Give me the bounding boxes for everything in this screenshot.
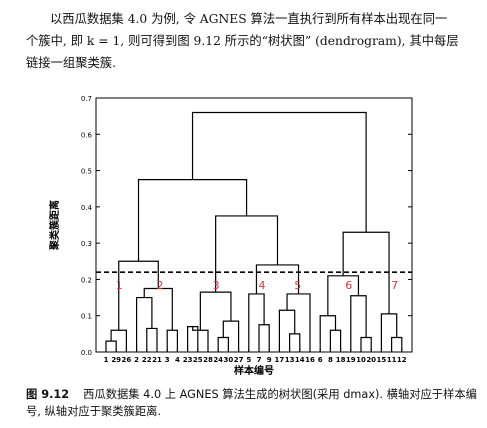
- dendrogram-link: [360, 336, 372, 352]
- leaf-label: 22: [142, 356, 152, 364]
- leaf-label: 9: [267, 356, 272, 364]
- y-tick-label: 0.2: [81, 276, 92, 284]
- leaf-label: 3: [165, 356, 170, 364]
- leaf-label: 2: [134, 356, 139, 364]
- leaf-label: 6: [318, 356, 323, 364]
- leaf-label: 11: [387, 356, 397, 364]
- y-tick-label: 0.0: [81, 349, 92, 357]
- cluster-number-label: 5: [294, 279, 301, 292]
- y-tick-label: 0.7: [81, 95, 92, 103]
- leaf-label: 17: [275, 356, 285, 364]
- cluster-number-label: 3: [213, 279, 220, 292]
- leaf-label: 29: [111, 356, 121, 364]
- cluster-labels: 1 2 3 4 5 6 7: [116, 279, 398, 292]
- leaf-label: 18: [336, 356, 346, 364]
- leaf-label: 15: [377, 356, 387, 364]
- dendrogram-tree: [105, 111, 403, 352]
- dendrogram-link: [329, 329, 342, 352]
- x-axis-leaf-labels: 1 29 26 2 22 21 3 4 23 25 28 24 30 27 5 7 9 17 13 14 16 6 8 18 1…: [104, 349, 407, 364]
- y-tick-label: 0.6: [81, 131, 93, 139]
- figure-number: 图 9.12: [26, 388, 70, 401]
- dendrogram-link: [289, 333, 301, 352]
- leaf-label: 27: [234, 356, 244, 364]
- x-axis-label: 样本编号: [234, 364, 274, 377]
- leaf-label: 7: [257, 356, 262, 364]
- leaf-label: 28: [203, 356, 213, 364]
- leaf-label: 26: [122, 356, 132, 364]
- y-axis-label: 聚类簇距离: [48, 200, 61, 251]
- dendrogram-link: [319, 315, 337, 352]
- leaf-label: 23: [183, 356, 193, 364]
- dendrogram-link: [110, 329, 127, 352]
- dendrogram-link: [191, 111, 367, 233]
- y-tick-label: 0.3: [81, 240, 92, 248]
- dendrogram-link: [222, 320, 240, 352]
- leaf-label: 20: [366, 356, 376, 364]
- paragraph-line-3: 链接一组聚类簇.: [26, 56, 116, 70]
- leaf-label: 14: [295, 356, 305, 364]
- y-tick-label: 0.5: [81, 168, 92, 176]
- leaf-label: 1: [104, 356, 109, 364]
- figure-caption: 图 9.12 西瓜数据集 4.0 上 AGNES 算法生成的树状图(采用 dmax…: [26, 386, 478, 420]
- y-tick-label: 0.4: [81, 204, 93, 212]
- intro-paragraph: 以西瓜数据集 4.0 为例, 令 AGNES 算法一直执行到所有样本出现在同一 …: [26, 8, 478, 74]
- paragraph-line-1: 以西瓜数据集 4.0 为例, 令 AGNES 算法一直执行到所有样本出现在同一: [50, 12, 448, 26]
- dendrogram-link: [380, 313, 398, 352]
- leaf-label: 21: [152, 356, 162, 364]
- dendrogram-link: [217, 336, 229, 352]
- leaf-label: 5: [246, 356, 251, 364]
- cluster-number-label: 2: [157, 279, 164, 292]
- cluster-number-label: 4: [259, 279, 266, 292]
- plot-frame: [95, 97, 413, 353]
- dendrogram-link: [199, 291, 232, 331]
- dendrogram-link: [248, 293, 265, 352]
- cluster-number-label: 6: [345, 279, 352, 292]
- leaf-label: 24: [213, 356, 223, 364]
- dendrogram-link: [166, 329, 178, 352]
- cluster-number-label: 7: [391, 279, 398, 292]
- leaf-label: 8: [328, 356, 333, 364]
- dendrogram-link: [143, 287, 173, 331]
- dendrogram-link: [146, 327, 158, 352]
- dendrogram-link: [136, 296, 153, 352]
- leaf-label: 16: [305, 356, 315, 364]
- leaf-label: 13: [285, 356, 295, 364]
- y-tick-label: 0.1: [81, 313, 92, 321]
- caption-text: 西瓜数据集 4.0 上 AGNES 算法生成的树状图(采用 dmax). 横轴对…: [26, 388, 477, 418]
- leaf-label: 19: [346, 356, 356, 364]
- leaf-label: 12: [397, 356, 407, 364]
- dendrogram-link: [258, 324, 270, 352]
- y-axis: 0.0 0.1 0.2 0.3 0.4 0.5 0.6 0.7: [81, 95, 412, 357]
- dendrogram-link: [192, 326, 209, 352]
- dendrogram-link: [286, 293, 311, 352]
- cluster-number-label: 1: [116, 279, 123, 292]
- leaf-label: 10: [356, 356, 366, 364]
- leaf-label: 4: [175, 356, 180, 364]
- leaf-label: 30: [224, 356, 234, 364]
- dendrogram-link: [391, 336, 403, 352]
- leaf-label: 25: [193, 356, 203, 364]
- dendrogram-link: [278, 309, 296, 352]
- dendrogram-link: [105, 340, 117, 352]
- dendrogram-link: [118, 260, 159, 331]
- dendrogram-link: [350, 295, 367, 352]
- dendrogram-link: [137, 179, 248, 262]
- dendrogram-link: [215, 215, 279, 293]
- paragraph-line-2: 个簇中, 即 k = 1, 则可得到图 9.12 所示的“树状图” (dendr…: [26, 34, 459, 48]
